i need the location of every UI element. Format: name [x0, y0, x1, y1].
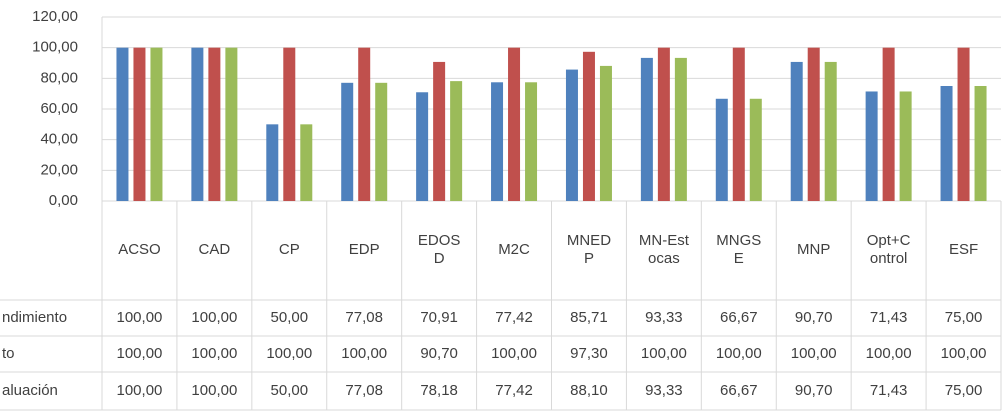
table-value: 50,00 [271, 309, 309, 326]
table-value: 71,43 [870, 382, 908, 399]
table-value: 100,00 [191, 309, 237, 326]
table-value: 100,00 [117, 345, 163, 362]
table-value: 100,00 [491, 345, 537, 362]
bar [732, 47, 745, 201]
bar [508, 47, 521, 201]
bar [940, 86, 953, 201]
category-label: MN-Estocas [638, 232, 689, 267]
bar [225, 47, 238, 201]
table-value: 66,67 [720, 309, 758, 326]
y-tick-label: 80,00 [40, 69, 78, 86]
bar [191, 47, 204, 201]
table-value: 100,00 [641, 345, 687, 362]
table-value: 93,33 [645, 309, 683, 326]
bar [491, 82, 504, 201]
table-value: 88,10 [570, 382, 608, 399]
category-label: ACSO [118, 241, 161, 258]
table-value: 100,00 [866, 345, 912, 362]
y-tick-label: 40,00 [40, 131, 78, 148]
bar [974, 86, 987, 201]
bar [865, 91, 878, 201]
table-value: 77,08 [345, 382, 383, 399]
bar [807, 47, 820, 201]
table-value: 77,42 [495, 309, 533, 326]
category-label: M2C [498, 241, 530, 258]
table-value: 90,70 [420, 345, 458, 362]
category-label: MNEDP [566, 232, 612, 267]
table-value: 100,00 [941, 345, 987, 362]
table-value: 66,67 [720, 382, 758, 399]
y-tick-label: 0,00 [49, 192, 78, 209]
y-tick-label: 100,00 [32, 39, 78, 56]
category-label: MNP [797, 241, 831, 258]
y-tick-label: 60,00 [40, 100, 78, 117]
table-value: 75,00 [945, 309, 983, 326]
bar [133, 47, 146, 201]
table-value: 77,08 [345, 309, 383, 326]
category-label: EDP [348, 241, 380, 258]
category-label: MNGSE [716, 232, 762, 267]
table-value: 90,70 [795, 309, 833, 326]
table-value: 100,00 [716, 345, 762, 362]
table-value: 77,42 [495, 382, 533, 399]
bar [375, 82, 388, 201]
bar [416, 92, 429, 201]
category-label: ESF [948, 241, 979, 258]
category-label: CAD [198, 241, 231, 258]
bar [266, 124, 279, 201]
category-label: Opt+Control [866, 232, 911, 267]
table-value: 93,33 [645, 382, 683, 399]
category-label: EDOSD [417, 232, 461, 267]
table-value: 50,00 [271, 382, 309, 399]
bar [283, 47, 296, 201]
bar [565, 69, 578, 201]
table-value: 100,00 [191, 345, 237, 362]
table-value: 100,00 [341, 345, 387, 362]
bar [525, 82, 538, 201]
bar [450, 81, 463, 201]
table-value: 85,71 [570, 309, 608, 326]
bar [300, 124, 313, 201]
bar [824, 61, 837, 201]
table-value: 97,30 [570, 345, 608, 362]
table-value: 90,70 [795, 382, 833, 399]
bar [150, 47, 163, 201]
table-value: 78,18 [420, 382, 458, 399]
bar [433, 61, 446, 201]
table-value: 100,00 [266, 345, 312, 362]
bar [116, 47, 129, 201]
bar [599, 65, 612, 201]
bar [957, 47, 970, 201]
table-value: 70,91 [420, 309, 458, 326]
bar [208, 47, 221, 201]
bar [790, 61, 803, 201]
bar [341, 82, 354, 201]
table-value: 100,00 [117, 382, 163, 399]
bar [674, 57, 687, 202]
bar [640, 57, 653, 202]
table-value: 71,43 [870, 309, 908, 326]
bar [715, 98, 728, 201]
bar [582, 51, 595, 201]
bar [882, 47, 895, 201]
row-label: to [2, 345, 15, 362]
table-value: 100,00 [191, 382, 237, 399]
bar [749, 98, 762, 201]
y-tick-label: 120,00 [32, 8, 78, 25]
table-value: 100,00 [791, 345, 837, 362]
category-label: CP [278, 241, 300, 258]
bar [899, 91, 912, 201]
bar [657, 47, 670, 201]
row-label: ndimiento [2, 309, 67, 326]
table-value: 75,00 [945, 382, 983, 399]
y-tick-label: 20,00 [40, 161, 78, 178]
table-value: 100,00 [117, 309, 163, 326]
bar [358, 47, 371, 201]
row-label: aluación [2, 382, 58, 399]
